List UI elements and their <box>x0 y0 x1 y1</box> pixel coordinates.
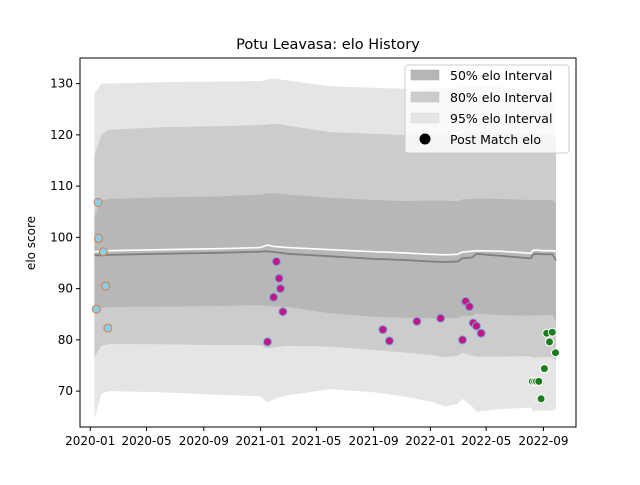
legend-marker-post-match <box>419 133 431 145</box>
legend-frame <box>404 64 570 154</box>
legend-label-50: 50% elo Interval <box>450 68 552 83</box>
x-tick-label: 2020-01 <box>65 434 115 448</box>
post-match-point <box>471 321 481 331</box>
post-match-point <box>412 316 422 326</box>
post-match-point <box>536 394 546 404</box>
post-match-point <box>91 304 101 314</box>
post-match-point <box>458 335 467 345</box>
post-match-point <box>378 325 388 335</box>
post-match-point <box>278 307 288 317</box>
post-match-point <box>276 284 285 294</box>
post-match-point <box>384 336 394 346</box>
mean-elo-line <box>94 244 557 256</box>
legend-swatch-80 <box>410 91 440 103</box>
post-match-point <box>93 198 103 207</box>
plot-frame <box>79 57 577 428</box>
median-elo-line <box>94 250 557 263</box>
x-tick-label: 2022-01 <box>405 434 455 448</box>
band-50 <box>94 193 557 322</box>
y-axis-label: elo score <box>24 216 38 270</box>
legend-swatch-50 <box>410 69 440 81</box>
post-match-point <box>545 337 554 347</box>
chart-title: Potu Leavasa: elo History <box>236 37 420 53</box>
y-tick-label: 130 <box>50 77 73 91</box>
legend-swatch-95 <box>410 112 440 124</box>
y-tick-label: 120 <box>50 128 73 142</box>
x-tick-label: 2020-09 <box>179 434 229 448</box>
post-match-point <box>534 376 544 386</box>
x-tick-label: 2022-09 <box>518 434 568 448</box>
y-tick-label: 90 <box>58 282 73 296</box>
x-tick-label: 2021-09 <box>349 434 399 448</box>
legend-label-95: 95% elo Interval <box>450 111 552 126</box>
y-tick-label: 100 <box>50 230 73 244</box>
legend: 50% elo Interval 80% elo Interval 95% el… <box>404 64 570 154</box>
x-tick-label: 2021-01 <box>235 434 285 448</box>
post-match-point <box>539 364 549 374</box>
post-match-point <box>269 292 279 302</box>
x-tick-label: 2021-05 <box>291 434 341 448</box>
plot-area: 70 80 90 100 110 120 130 2020-01 2020-05 2020-09 2… <box>50 57 577 448</box>
post-match-point <box>551 348 560 358</box>
post-match-point <box>101 281 111 291</box>
post-match-point <box>103 323 113 333</box>
post-match-point <box>98 247 108 257</box>
x-tick-label: 2020-05 <box>121 434 171 448</box>
post-match-point <box>436 313 446 323</box>
post-match-point <box>476 328 486 338</box>
post-match-point <box>94 233 104 243</box>
y-tick-label: 80 <box>58 333 73 347</box>
post-match-point <box>271 257 281 266</box>
post-match-point <box>274 273 284 283</box>
legend-label-post-match: Post Match elo <box>450 132 541 147</box>
post-match-point <box>464 302 474 312</box>
legend-label-80: 80% elo Interval <box>450 90 552 105</box>
post-match-point <box>547 327 557 337</box>
x-tick-label: 2022-05 <box>461 434 511 448</box>
y-tick-label: 110 <box>50 179 73 193</box>
y-tick-label: 70 <box>58 384 73 398</box>
post-match-point <box>263 337 272 347</box>
